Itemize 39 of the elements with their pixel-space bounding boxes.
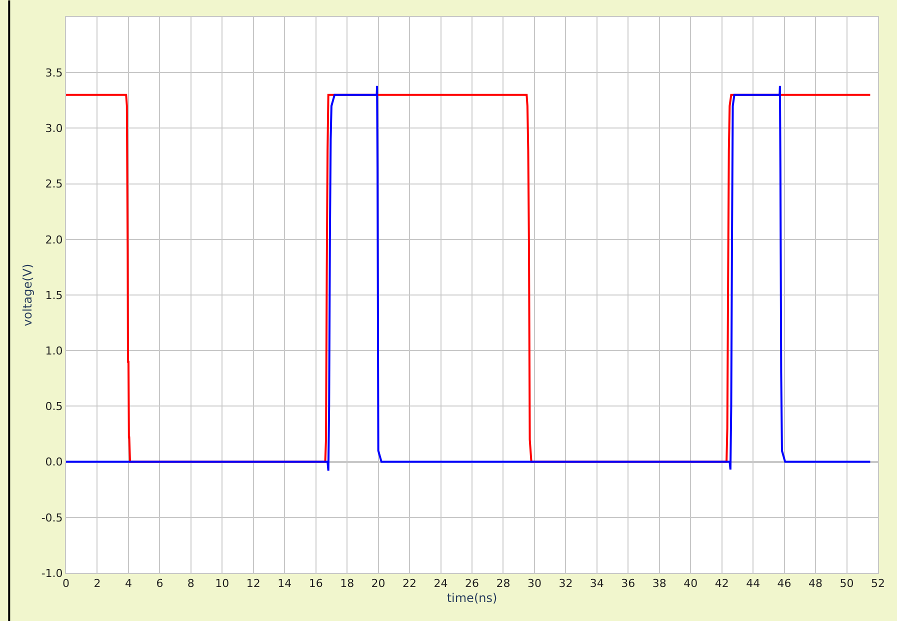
x-tick-label: 40 bbox=[684, 577, 698, 590]
x-tick-label: 50 bbox=[840, 577, 854, 590]
x-tick-label: 52 bbox=[871, 577, 885, 590]
y-tick-label: 2.0 bbox=[45, 233, 63, 246]
x-tick-label: 32 bbox=[558, 577, 573, 590]
x-tick-label: 22 bbox=[402, 577, 417, 590]
x-tick-label: 2 bbox=[94, 577, 101, 590]
y-axis-title: voltage(V) bbox=[20, 264, 35, 326]
x-axis-title: time(ns) bbox=[446, 591, 498, 606]
x-tick-label: 0 bbox=[62, 577, 70, 590]
x-tick-label: 28 bbox=[496, 577, 510, 590]
x-tick-label: 42 bbox=[714, 577, 729, 590]
y-tick-label: 3.5 bbox=[45, 66, 63, 80]
y-tick-label: 2.5 bbox=[45, 178, 63, 191]
x-tick-label: 26 bbox=[465, 577, 479, 590]
x-tick-label: 24 bbox=[434, 577, 448, 590]
x-tick-label: 44 bbox=[746, 577, 760, 590]
y-tick-label: 1.5 bbox=[45, 288, 63, 302]
x-tick-label: 14 bbox=[278, 577, 292, 590]
x-tick-label: 8 bbox=[187, 577, 194, 590]
y-tick-label: 3.0 bbox=[45, 122, 63, 136]
x-tick-label: 6 bbox=[156, 577, 164, 590]
x-tick-label: 38 bbox=[652, 577, 666, 590]
x-tick-label: 20 bbox=[371, 577, 386, 590]
y-tick-label: 0.5 bbox=[45, 400, 63, 414]
y-tick-label: 1.0 bbox=[45, 344, 63, 358]
x-tick-label: 12 bbox=[246, 577, 260, 590]
x-tick-label: 36 bbox=[621, 577, 636, 590]
x-tick-label: 34 bbox=[590, 577, 604, 590]
x-tick-label: 10 bbox=[215, 577, 230, 590]
x-tick-label: 46 bbox=[777, 577, 792, 590]
y-tick-label: -1.0 bbox=[41, 566, 63, 580]
y-tick-label: -0.5 bbox=[41, 511, 63, 524]
x-tick-label: 16 bbox=[308, 577, 323, 590]
x-tick-label: 30 bbox=[527, 577, 542, 590]
y-tick-label: 0.0 bbox=[45, 456, 63, 469]
x-tick-label: 4 bbox=[124, 577, 132, 590]
x-tick-label: 48 bbox=[808, 577, 823, 590]
x-tick-label: 18 bbox=[340, 577, 354, 590]
